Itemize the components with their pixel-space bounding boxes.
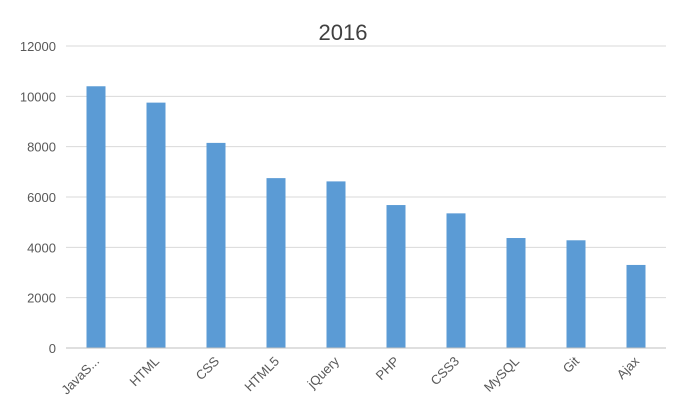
x-tick-label: PHP: [373, 354, 403, 384]
bar-jquery: [326, 181, 346, 348]
bar-css3: [446, 213, 466, 348]
y-tick-label: 0: [49, 341, 56, 356]
y-tick-label: 10000: [20, 89, 56, 104]
y-tick-label: 2000: [27, 291, 56, 306]
bar-html5: [266, 178, 286, 348]
bar-html: [146, 102, 166, 348]
y-axis-ticks: 0 2000 4000 6000 8000 10000 12000: [20, 39, 56, 356]
bar-javas: [86, 86, 106, 349]
x-tick-label: CSS: [193, 353, 223, 383]
bar-ajax: [626, 264, 646, 348]
x-tick-label: jQuery: [304, 353, 343, 392]
y-tick-label: 4000: [27, 240, 56, 255]
bar-git: [566, 240, 586, 348]
x-tick-label: CSS3: [427, 354, 462, 389]
x-tick-label: Ajax: [614, 353, 643, 382]
bar-css: [206, 142, 226, 348]
x-tick-label: MySQL: [481, 354, 522, 395]
x-tick-label: Git: [560, 353, 583, 376]
x-tick-label: HTML5: [241, 354, 282, 395]
x-tick-label: HTML: [126, 354, 162, 390]
bar-mysql: [506, 238, 526, 348]
x-tick-label: JavaS...: [58, 354, 102, 398]
bars: [86, 86, 646, 349]
y-tick-label: 6000: [27, 190, 56, 205]
gridlines: [66, 45, 666, 299]
y-tick-label: 12000: [20, 39, 56, 54]
chart-title: 2016: [319, 20, 368, 45]
x-axis-ticks: JavaS... HTML CSS HTML5 jQuery PHP CSS3 MySQL Gi…: [58, 353, 642, 397]
bar-php: [386, 205, 406, 348]
y-tick-label: 8000: [27, 140, 56, 155]
